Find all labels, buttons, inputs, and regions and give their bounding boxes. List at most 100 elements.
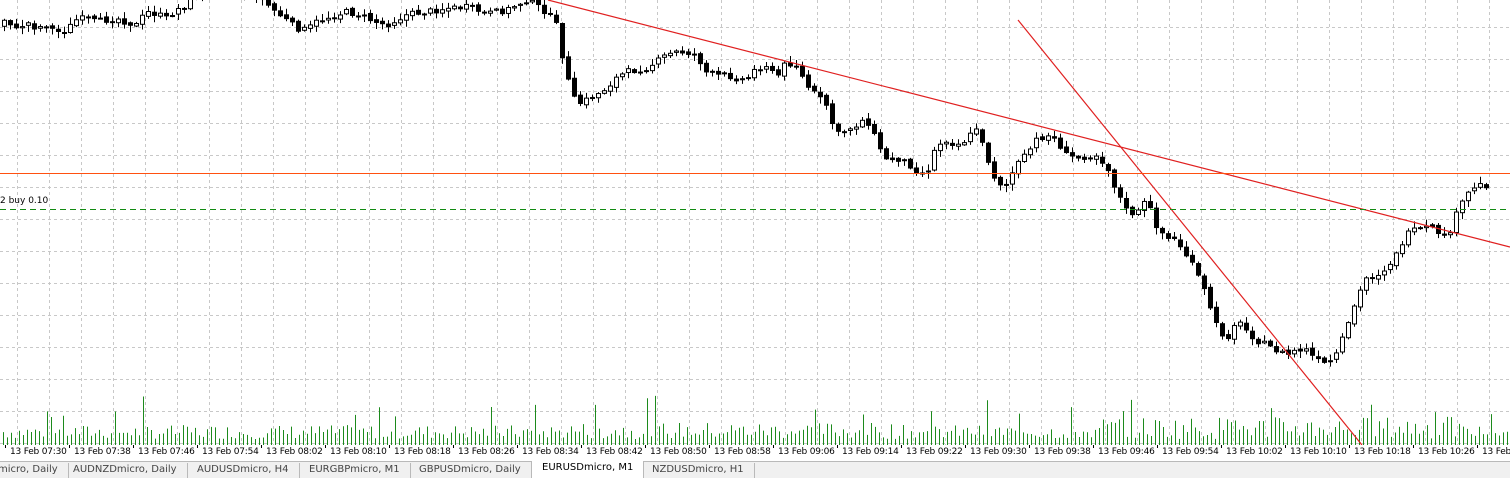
candle-bull [488,10,493,14]
x-tick-label: 13 Feb 10:18 [1354,447,1411,457]
candle-bull [404,14,409,21]
candle-bear [32,23,37,30]
candle-bull [338,14,343,20]
candle-bull [440,9,445,14]
x-tick-label: 13 Feb 09:30 [970,447,1027,457]
candle-bull [176,8,181,15]
candle-bear [470,4,475,7]
candle-bull [1382,270,1387,276]
candle-bull [944,141,949,145]
candle-bear [770,65,775,71]
candle-bull [656,57,661,65]
candle-bear [1202,275,1207,290]
candle-bull [938,143,943,152]
x-tick-label: 13 Feb 09:22 [906,447,963,457]
candle-bear [1484,184,1489,189]
candle-bear [878,132,883,150]
x-tick [453,445,454,448]
candle-bull [668,52,673,57]
candle-bear [548,12,553,15]
candle-bear [572,77,577,97]
candle-bear [950,142,955,146]
x-tick [581,445,582,448]
x-tick [837,445,838,448]
candle-bull [854,126,859,130]
candle-bull [1022,153,1027,163]
candle-bull [392,22,397,26]
order-label: 2 buy 0.10 [0,196,49,206]
candle-bear [98,17,103,20]
candle-bear [836,123,841,132]
candle-bear [1250,330,1255,340]
candlestick-chart[interactable] [0,0,1510,445]
candle-bull [1136,209,1141,215]
candle-bear [1322,357,1327,363]
candle-bear [908,158,913,169]
candle-bear [164,12,169,17]
candle-bear [1112,169,1117,188]
x-tick [773,445,774,448]
candle-bull [1028,148,1033,156]
candle-bear [704,62,709,73]
candle-bear [1226,334,1231,340]
candle-bear [896,157,901,162]
candle-bull [362,14,367,17]
candle-bull [344,8,349,15]
candle-bear [1316,356,1321,360]
candle-bull [626,68,631,74]
chart-tab[interactable]: micro, Daily [0,463,69,478]
x-tick-label: 13 Feb 09:38 [1034,447,1091,457]
candle-bear [1082,156,1087,160]
candle-bear [1118,187,1123,198]
x-tick-label: 13 Feb 07:30 [10,447,67,457]
chart-tab[interactable]: EURGBPmicro, M1 [299,463,411,478]
candle-bull [1088,157,1093,160]
x-tick [69,445,70,448]
candle-bear [128,22,133,26]
candle-bear [554,14,559,23]
x-tick [325,445,326,448]
candle-bear [698,53,703,65]
candle-bull [926,170,931,173]
chart-tab[interactable]: AUDNZDmicro, Daily [63,463,188,478]
candle-bull [1454,211,1459,233]
candle-bear [356,15,361,18]
candle-bull [1394,252,1399,267]
candle-bull [1472,187,1477,192]
chart-tab[interactable]: EURUSDmicro, M1 [531,461,645,478]
candle-bull [74,19,79,27]
chart-tab[interactable]: GBPUSDmicro, Daily [409,463,532,478]
candle-bull [158,12,163,17]
candle-bull [932,149,937,171]
chart-tab[interactable]: NZDUSDmicro, H1 [642,463,755,478]
candle-bear [1130,206,1135,216]
x-tick [261,445,262,448]
candle-bear [332,17,337,20]
candle-bear [1256,338,1261,345]
candle-bear [380,20,385,25]
candle-bear [818,91,823,98]
candle-bear [284,14,289,20]
candle-bear [1058,137,1063,149]
candle-bear [980,129,985,143]
candle-bull [842,131,847,134]
candle-bull [308,24,313,29]
chart-area[interactable]: 2 buy 0.10 [0,0,1510,445]
x-tick [645,445,646,448]
chart-tab[interactable]: AUDUSDmicro, H4 [187,463,300,478]
candle-bull [1424,225,1429,229]
candle-bull [584,97,589,106]
x-tick-label: 13 Feb 07:54 [202,447,259,457]
candle-bull [506,6,511,14]
candle-bear [872,123,877,134]
candle-bear [290,17,295,23]
candle-bull [974,128,979,135]
candle-bull [1328,360,1333,363]
trendline-1 [547,0,1510,248]
candle-bull [1346,322,1351,339]
candle-bull [530,0,535,3]
candle-bull [1466,191,1471,202]
x-tick-label: 13 Feb 07:38 [74,447,131,457]
x-tick-label: 13 Feb 07:46 [138,447,195,457]
x-tick-label: 13 Feb 08:34 [522,447,579,457]
